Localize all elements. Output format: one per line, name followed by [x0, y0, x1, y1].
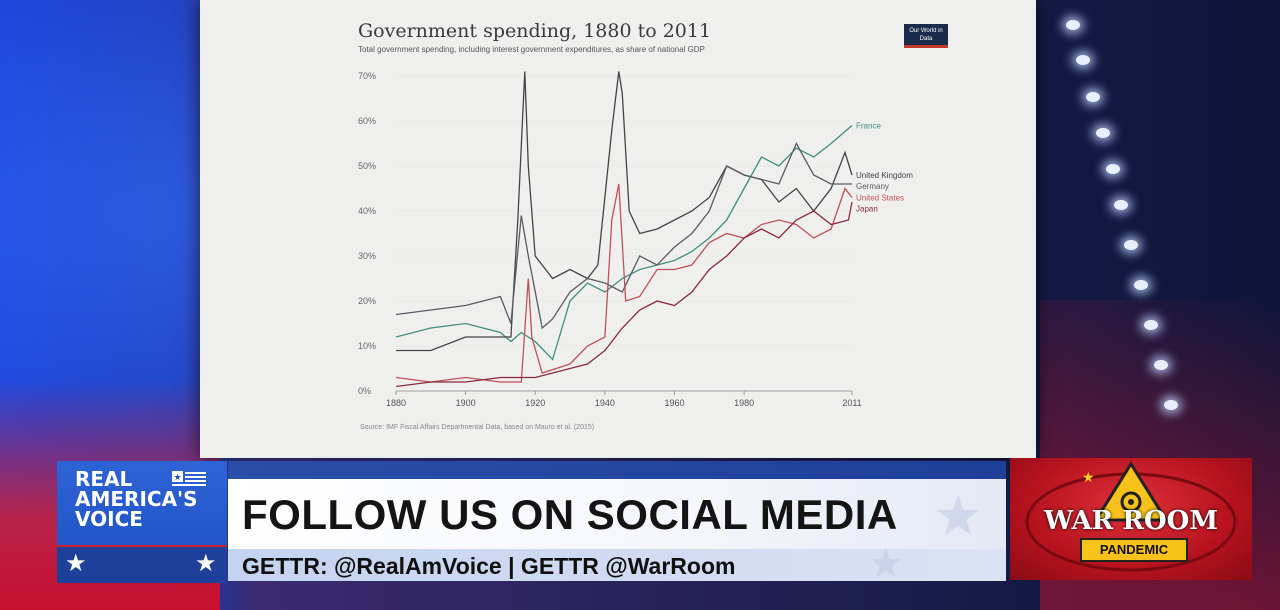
- y-tick-label: 60%: [358, 116, 376, 126]
- series-line-germany: [395, 142, 852, 330]
- pandemic-tag: PANDEMIC: [1080, 538, 1188, 562]
- studio-light: [1124, 240, 1138, 250]
- x-tick-label: 1960: [664, 398, 684, 408]
- y-tick-label: 20%: [358, 296, 376, 306]
- real-americas-voice-logo: REAL AMERICA'S VOICE ★ ★ ★: [57, 461, 227, 583]
- svg-text:★: ★: [1082, 469, 1095, 485]
- studio-light: [1106, 164, 1120, 174]
- star-icon: ★: [868, 542, 904, 586]
- x-tick-label: 1940: [595, 398, 615, 408]
- war-room-wordmark: WAR ROOM: [1043, 506, 1219, 536]
- studio-light: [1096, 128, 1110, 138]
- studio-light: [1086, 92, 1100, 102]
- series-line-united-states: [395, 183, 853, 383]
- studio-light: [1066, 20, 1080, 30]
- rav-line-1: REAL: [75, 467, 133, 491]
- star-icon: ★: [195, 550, 217, 577]
- rav-line-2: AMERICA'S: [75, 487, 198, 511]
- owid-logo: Our World in Data: [904, 24, 948, 48]
- war-room-pandemic-logo: ★ WAR ROOM PANDEMIC: [1010, 458, 1252, 580]
- biohazard-triangle-icon: ★: [1025, 461, 1237, 572]
- series-label: France: [856, 122, 881, 131]
- star-icon: ★: [65, 550, 87, 577]
- studio-light: [1134, 280, 1148, 290]
- series-line-japan: [395, 201, 853, 388]
- lower-third-banner: FOLLOW US ON SOCIAL MEDIA ★ GETTR: @Real…: [228, 461, 1006, 586]
- studio-light: [1076, 55, 1090, 65]
- x-tick-label: 1920: [525, 398, 545, 408]
- chart-slide: 0% 10% 20% 30% 40% 50% 60% 70% 1880 1900 1920 1940 1…: [200, 0, 1036, 458]
- studio-light: [1154, 360, 1168, 370]
- y-tick-label: 70%: [358, 71, 376, 81]
- svg-text:★: ★: [173, 472, 181, 482]
- rav-star-band: [57, 545, 227, 583]
- y-tick-label: 10%: [358, 341, 376, 351]
- subline: GETTR: @RealAmVoice | GETTR @WarRoom: [242, 553, 736, 579]
- series-line-united-kingdom: [396, 71, 853, 352]
- chart-source: Source: IMF Fiscal Affairs Departmental …: [360, 424, 595, 431]
- series-label: United Kingdom: [856, 171, 913, 180]
- studio-light: [1144, 320, 1158, 330]
- x-tick-label: 1980: [734, 398, 754, 408]
- studio-light: [1164, 400, 1178, 410]
- rav-wordmark: REAL AMERICA'S VOICE: [75, 469, 198, 529]
- lower-third-headline-bar: FOLLOW US ON SOCIAL MEDIA ★: [228, 479, 1006, 549]
- chart-title: Government spending, 1880 to 2011: [358, 20, 712, 42]
- studio-light: [1114, 200, 1128, 210]
- x-tick-label: 1880: [386, 398, 406, 408]
- headline: FOLLOW US ON SOCIAL MEDIA: [242, 491, 898, 538]
- y-tick-label: 30%: [358, 251, 376, 261]
- y-tick-label: 0%: [358, 386, 371, 396]
- chart-subtitle: Total government spending, including int…: [358, 45, 705, 54]
- y-tick-label: 50%: [358, 161, 376, 171]
- rav-line-3: VOICE: [75, 507, 143, 531]
- series-label: United States: [856, 194, 904, 203]
- y-tick-label: 40%: [358, 206, 376, 216]
- series-label: Germany: [856, 182, 889, 191]
- flag-icon: ★: [172, 471, 206, 486]
- series-label: Japan: [856, 205, 878, 214]
- x-tick-label: 2011: [842, 398, 861, 408]
- star-icon: ★: [933, 484, 984, 547]
- chart-plot: 0% 10% 20% 30% 40% 50% 60% 70% 1880 1900 1920 1940 1…: [358, 71, 913, 408]
- lower-third-subline-bar: GETTR: @RealAmVoice | GETTR @WarRoom ★: [228, 542, 1006, 586]
- lower-third-top-bar: [228, 461, 1006, 479]
- x-tick-label: 1900: [456, 398, 476, 408]
- series-line-france: [395, 125, 853, 361]
